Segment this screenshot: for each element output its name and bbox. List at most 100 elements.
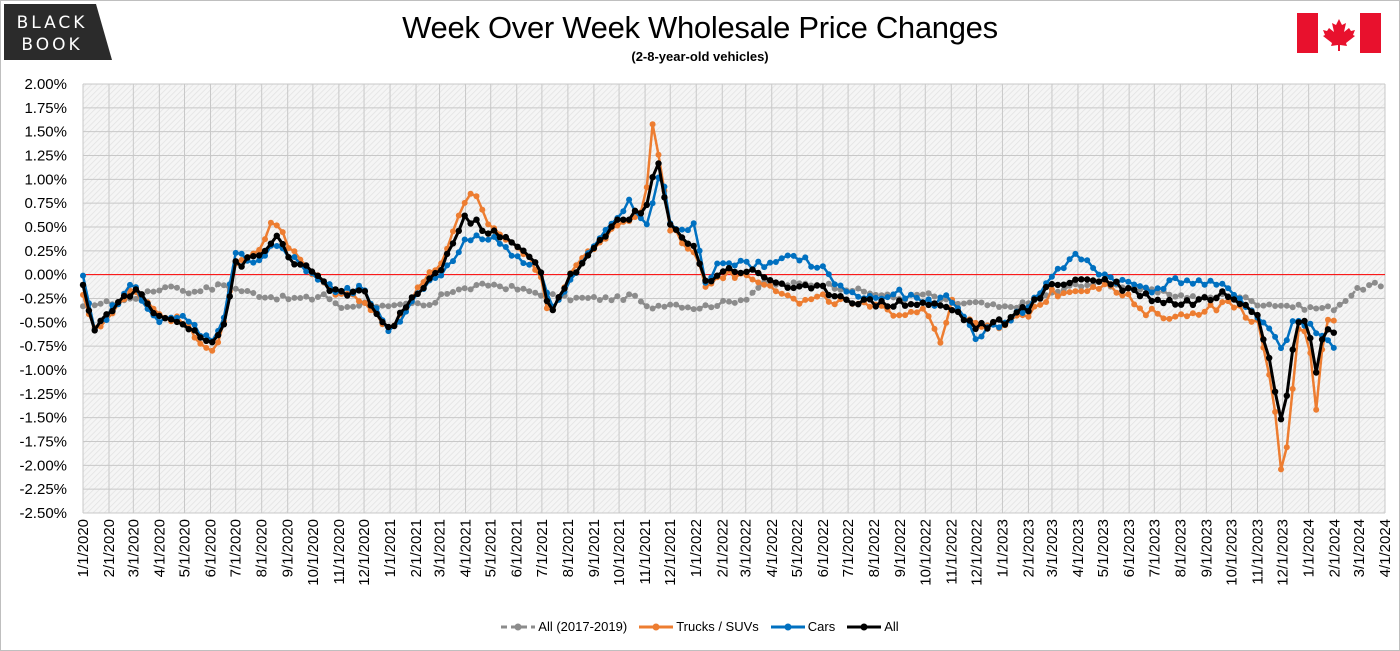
data-point [625, 216, 633, 223]
x-tick-label: 4/1/2021 [458, 519, 475, 577]
data-point [297, 261, 304, 268]
data-point [261, 247, 269, 255]
x-tick-label: 7/1/2023 [1146, 519, 1163, 577]
data-point [432, 299, 439, 306]
data-point [855, 293, 862, 300]
data-point [714, 303, 721, 309]
x-tick-label: 11/1/2020 [331, 519, 348, 585]
data-point [679, 304, 685, 311]
data-point [913, 294, 920, 301]
data-point [1131, 301, 1138, 308]
data-point [943, 319, 950, 326]
data-point [273, 296, 280, 303]
data-point [1213, 281, 1220, 288]
x-tick-label: 2/1/2023 [1020, 519, 1037, 577]
data-point [203, 332, 210, 339]
data-point [438, 291, 445, 298]
data-point [167, 316, 175, 323]
data-point [168, 283, 175, 290]
data-point [1054, 281, 1062, 289]
data-point [802, 254, 809, 261]
data-point [444, 262, 451, 269]
data-point [502, 286, 509, 293]
x-tick-label: 4/1/2024 [1377, 519, 1394, 577]
data-point [849, 289, 856, 296]
x-tick-label: 5/1/2023 [1095, 519, 1112, 577]
data-point [814, 293, 821, 300]
y-tick-label: 0.75% [24, 195, 67, 212]
x-tick-label: 3/1/2022 [738, 519, 755, 577]
data-point [614, 216, 621, 223]
data-point [250, 253, 257, 260]
data-point [761, 274, 768, 281]
y-tick-label: -1.25% [19, 386, 67, 403]
data-point [1160, 299, 1167, 307]
data-point [1242, 294, 1249, 301]
x-tick-label: 2/1/2021 [408, 519, 425, 577]
data-point [126, 293, 134, 300]
data-point [990, 301, 997, 308]
data-point [508, 252, 515, 259]
data-point [1172, 275, 1179, 282]
x-tick-label: 4/1/2022 [764, 519, 781, 577]
data-point [731, 262, 738, 269]
data-point [1078, 288, 1085, 295]
data-point [843, 296, 850, 303]
data-point [279, 292, 286, 299]
y-tick-label: 1.00% [24, 171, 67, 188]
data-point [1219, 288, 1226, 295]
data-point [303, 262, 310, 269]
data-point [250, 290, 257, 296]
data-point [819, 291, 826, 298]
data-point [256, 252, 263, 259]
data-point [502, 244, 509, 250]
data-point [320, 291, 327, 298]
data-point [884, 303, 891, 310]
data-point [714, 260, 721, 267]
data-point [772, 259, 779, 265]
data-point [579, 260, 586, 267]
data-point [1042, 283, 1050, 291]
data-point [643, 184, 650, 191]
data-point [720, 275, 727, 282]
data-point [191, 288, 198, 295]
data-point [455, 249, 462, 256]
data-point [1060, 265, 1067, 272]
data-point [855, 301, 862, 308]
data-point [215, 339, 222, 346]
data-point [978, 333, 985, 340]
data-point [1142, 312, 1149, 319]
data-point [667, 227, 674, 234]
data-point [831, 281, 838, 288]
data-point [855, 285, 862, 292]
data-point [120, 292, 128, 300]
data-point [1037, 301, 1044, 308]
data-point [514, 286, 521, 293]
x-tick-label: 12/1/2021 [662, 519, 679, 586]
data-point [743, 258, 750, 265]
data-point [250, 259, 257, 266]
data-point [485, 236, 492, 243]
legend-swatch-all [847, 623, 882, 630]
data-point [285, 296, 292, 303]
data-point [584, 252, 592, 259]
data-point [731, 275, 738, 281]
data-point [737, 257, 744, 264]
x-tick-label: 4/1/2020 [151, 519, 168, 577]
data-point [1260, 319, 1267, 326]
data-point [620, 208, 627, 215]
data-point [526, 288, 533, 295]
data-point [696, 260, 703, 267]
data-point [831, 285, 838, 292]
data-point [843, 288, 850, 295]
data-point [1219, 299, 1226, 306]
logo-line1: BLACK [17, 13, 88, 33]
x-tick-label: 1/1/2021 [382, 519, 399, 577]
data-point [1048, 280, 1056, 288]
data-point [379, 318, 386, 326]
data-point [1248, 308, 1255, 315]
canada-flag-icon [1297, 13, 1381, 53]
data-point [285, 245, 292, 252]
data-point [637, 210, 645, 217]
data-point [396, 309, 404, 316]
